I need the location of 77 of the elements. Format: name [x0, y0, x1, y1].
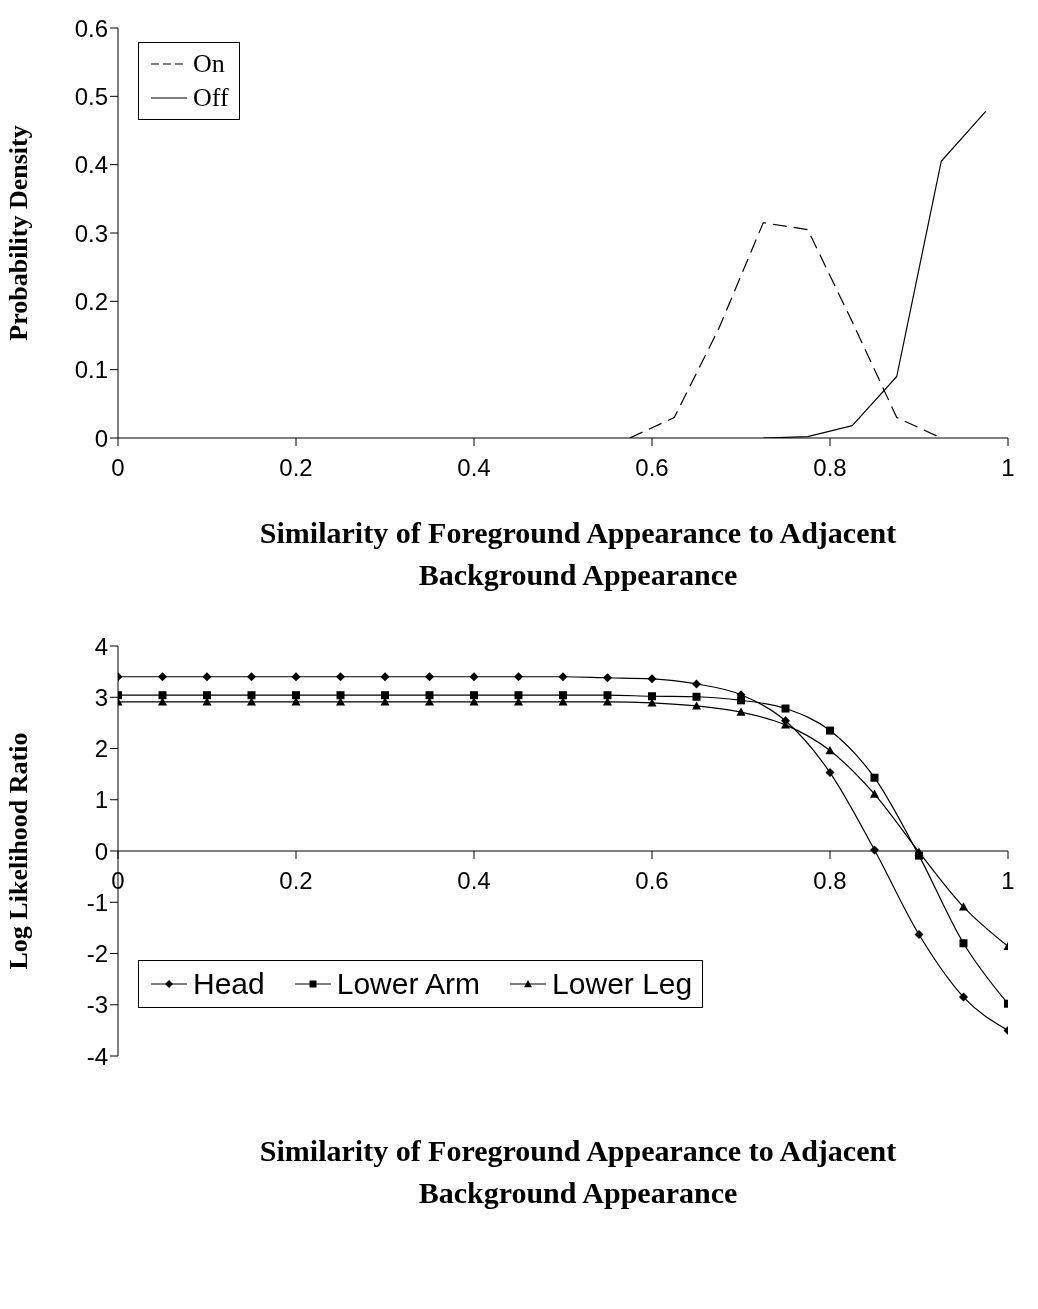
x-tick-label: 0 — [111, 454, 125, 481]
point — [469, 672, 479, 682]
point — [425, 672, 434, 682]
x-tick-label: 1 — [1001, 867, 1015, 894]
legend-label: Head — [193, 967, 265, 1001]
point — [336, 691, 345, 700]
legend-label: Lower Leg — [552, 967, 693, 1001]
y-tick-label: 0 — [94, 837, 108, 865]
point — [737, 696, 745, 705]
legend-label: Lower Arm — [336, 967, 481, 1001]
y-tick-label: 3 — [94, 683, 108, 711]
y-axis-title: Probability Density — [4, 125, 34, 341]
point — [648, 692, 656, 701]
y-tick-label: -2 — [86, 940, 108, 968]
y-tick-label: -3 — [86, 991, 108, 1019]
point — [558, 672, 568, 682]
point — [692, 679, 701, 689]
y-tick-label: 0.1 — [74, 356, 108, 384]
point — [603, 691, 612, 700]
legend-label: Off — [193, 83, 229, 113]
point — [336, 672, 345, 682]
point — [514, 672, 523, 682]
point — [692, 701, 701, 710]
x-tick-label: 0.8 — [813, 867, 847, 894]
point — [470, 691, 478, 700]
point — [559, 691, 567, 700]
point — [692, 692, 701, 701]
point — [425, 691, 434, 700]
y-tick-label: -1 — [86, 888, 108, 916]
point — [291, 672, 301, 682]
x-tick-label: 0.6 — [635, 454, 669, 481]
x-tick-label: 0.2 — [279, 454, 313, 481]
point — [158, 691, 167, 700]
point — [202, 672, 212, 682]
point — [959, 939, 968, 948]
x-tick-label: 1 — [1001, 454, 1015, 481]
y-tick-label: 0.5 — [74, 82, 108, 110]
point — [381, 691, 389, 700]
point — [870, 845, 879, 855]
y-tick-label: -4 — [86, 1042, 108, 1070]
x-tick-label: 0.8 — [813, 454, 847, 481]
point — [647, 674, 657, 684]
x-tick-label: 0.2 — [279, 867, 313, 894]
y-tick-label: 0.6 — [74, 14, 108, 42]
x-tick-label: 0.4 — [457, 454, 491, 481]
x-tick-label: 0 — [111, 867, 125, 894]
x-tick-label: 0.6 — [635, 867, 669, 894]
point — [826, 726, 834, 735]
point — [825, 746, 835, 755]
x-axis-title: Similarity of Foreground Appearance to Adjacent Background Appearance — [258, 1133, 898, 1211]
x-tick-label: 0.4 — [457, 867, 491, 894]
legend-label: On — [193, 49, 225, 79]
y-tick-label: 0.3 — [74, 219, 108, 247]
point — [292, 691, 300, 700]
point — [914, 847, 924, 856]
y-tick-label: 0.4 — [74, 151, 108, 179]
point — [914, 930, 924, 940]
point — [870, 789, 879, 798]
point — [247, 691, 256, 700]
point — [247, 672, 256, 682]
y-tick-label: 4 — [94, 632, 108, 660]
point — [380, 672, 390, 682]
point — [514, 691, 523, 700]
y-tick-label: 2 — [94, 735, 108, 763]
point — [825, 768, 835, 778]
point — [158, 672, 167, 682]
point — [870, 773, 879, 782]
point — [781, 704, 790, 713]
point — [203, 691, 211, 700]
y-tick-label: 0.2 — [74, 287, 108, 315]
y-tick-label: 0 — [94, 424, 108, 452]
y-tick-label: 1 — [94, 786, 108, 814]
point — [603, 673, 612, 683]
point — [959, 992, 968, 1002]
x-axis-title: Similarity of Foreground Appearance to Adjacent Background Appearance — [258, 515, 898, 593]
y-axis-title: Log Likelihood Ratio — [4, 732, 34, 970]
point — [736, 707, 746, 716]
